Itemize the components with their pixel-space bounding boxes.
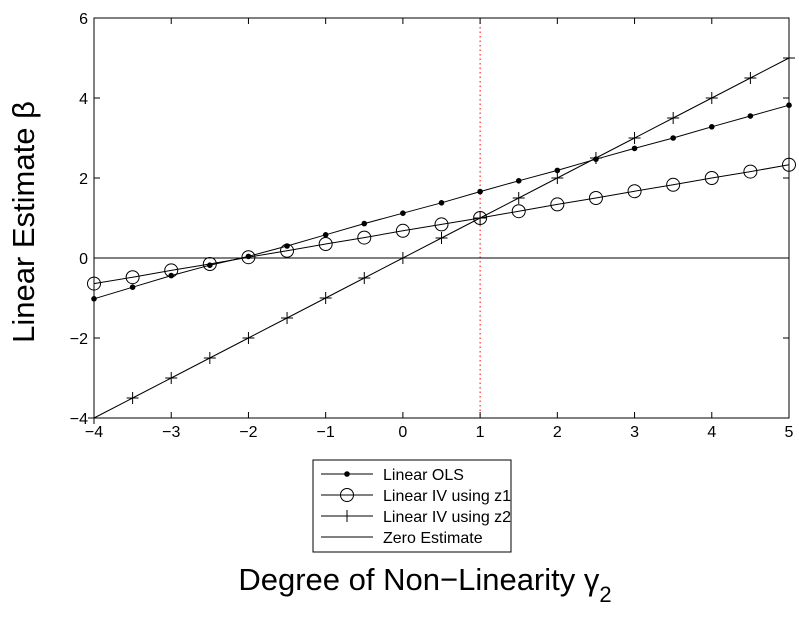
- y-tick-label: 0: [79, 251, 88, 268]
- legend-marker: [340, 488, 354, 502]
- legend-marker: [341, 510, 353, 522]
- data-point: [666, 177, 681, 192]
- data-point: [395, 223, 410, 238]
- data-point: [358, 272, 371, 284]
- data-point: [667, 112, 680, 124]
- data-point: [165, 372, 178, 384]
- data-point: [554, 167, 561, 174]
- y-tick-label: −2: [70, 331, 88, 348]
- legend-label: Linear OLS: [383, 467, 464, 484]
- data-point: [708, 124, 715, 130]
- data-point: [281, 312, 294, 324]
- y-tick-label: 4: [79, 91, 88, 108]
- x-tick-label: 3: [630, 424, 639, 441]
- x-tick-label: −2: [239, 424, 257, 441]
- x-axis-label: Degree of Non−Linearity γ2: [238, 562, 611, 607]
- data-point: [670, 135, 676, 141]
- x-tick-label: 0: [398, 424, 407, 441]
- data-point: [705, 92, 718, 104]
- y-tick-label: 6: [79, 11, 88, 28]
- data-point: [129, 284, 136, 291]
- legend-label: Linear IV using z2: [383, 509, 511, 526]
- data-point: [400, 210, 406, 216]
- data-point: [87, 276, 101, 291]
- axis-ticks: −4 −3 −2 −1 0 1 2 3 4 5 −4 −2 0 2 4 6: [70, 11, 794, 441]
- legend-marker: [344, 471, 350, 477]
- x-tick-label: −3: [162, 424, 180, 441]
- x-tick-label: 4: [707, 424, 716, 441]
- data-point: [357, 230, 372, 245]
- data-point: [438, 200, 445, 206]
- legend: Linear OLS Linear IV using z1 Linear IV us…: [312, 459, 512, 553]
- data-point: [515, 178, 522, 184]
- legend-item: Linear IV using z2: [321, 509, 511, 526]
- data-point: [783, 52, 795, 64]
- y-tick-label: 2: [79, 171, 88, 188]
- data-point: [280, 243, 295, 258]
- series-line: [93, 164, 790, 285]
- data-point: [435, 232, 448, 244]
- series-linear-iv-using-z1: [87, 157, 796, 291]
- data-point: [473, 211, 488, 225]
- data-point: [782, 157, 796, 172]
- axes-box: [93, 17, 790, 419]
- legend-item: Linear OLS: [321, 467, 464, 484]
- data-point: [241, 250, 256, 265]
- data-point: [322, 232, 329, 238]
- data-point: [474, 212, 487, 224]
- data-point: [743, 164, 758, 179]
- data-point: [747, 113, 754, 119]
- legend-label: Linear IV using z1: [383, 488, 511, 505]
- series-linear-ols: [91, 102, 792, 302]
- data-point: [588, 191, 603, 205]
- data-point: [434, 217, 449, 232]
- x-tick-label: 2: [553, 424, 562, 441]
- data-point: [786, 102, 792, 108]
- data-point: [628, 132, 641, 144]
- x-tick-label: 5: [785, 424, 794, 441]
- data-point: [477, 188, 483, 195]
- data-point: [511, 204, 526, 219]
- series-linear-iv-using-z2: [88, 52, 795, 424]
- legend-item: Linear IV using z1: [321, 488, 511, 505]
- x-tick-label: −1: [317, 424, 335, 441]
- data-point: [318, 237, 333, 251]
- x-tick-label: −4: [85, 424, 103, 441]
- data-point: [242, 332, 255, 344]
- data-point: [126, 392, 139, 404]
- data-point: [168, 272, 175, 279]
- legend-label: Zero Estimate: [383, 530, 483, 547]
- data-point: [744, 72, 757, 84]
- data-point: [627, 184, 642, 199]
- data-point: [704, 171, 719, 185]
- data-point: [631, 145, 638, 152]
- y-tick-label: −4: [70, 411, 88, 428]
- plot-area: [87, 17, 796, 424]
- data-point: [361, 220, 368, 227]
- data-point: [319, 292, 332, 304]
- data-point: [164, 263, 179, 278]
- x-tick-label: 1: [476, 424, 485, 441]
- data-point: [91, 296, 97, 302]
- y-axis-label: Linear Estimate β: [6, 101, 41, 343]
- data-point: [125, 270, 140, 285]
- data-point: [551, 172, 564, 184]
- legend-item: Zero Estimate: [321, 530, 483, 547]
- data-point: [203, 352, 216, 364]
- data-point: [550, 197, 565, 212]
- data-point: [512, 192, 525, 204]
- data-point: [589, 152, 602, 164]
